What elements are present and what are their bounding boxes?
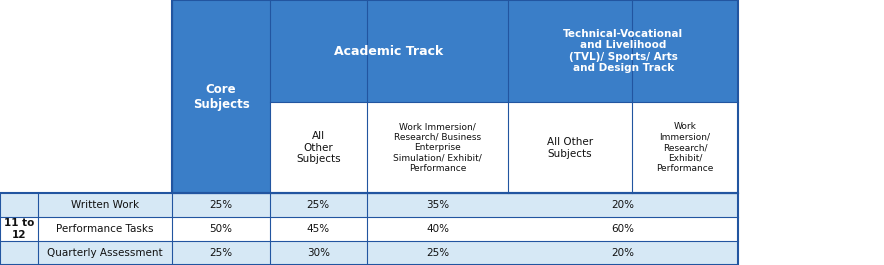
Text: 45%: 45% bbox=[307, 224, 330, 234]
Bar bbox=[172, 102, 270, 193]
Bar bbox=[0, 217, 738, 241]
Text: 25%: 25% bbox=[426, 248, 449, 258]
Text: 30%: 30% bbox=[307, 248, 330, 258]
Bar bbox=[172, 0, 738, 193]
Text: Quarterly Assessment: Quarterly Assessment bbox=[48, 248, 163, 258]
Text: 60%: 60% bbox=[612, 224, 635, 234]
Text: 35%: 35% bbox=[426, 200, 449, 210]
Text: All Other
Subjects: All Other Subjects bbox=[547, 137, 593, 158]
Bar bbox=[172, 0, 738, 102]
Text: 25%: 25% bbox=[307, 200, 330, 210]
Text: Core
Subjects: Core Subjects bbox=[193, 83, 249, 111]
Bar bbox=[0, 193, 738, 265]
Bar bbox=[0, 241, 738, 265]
Text: Performance Tasks: Performance Tasks bbox=[57, 224, 154, 234]
Text: Technical-Vocational
and Livelihood
(TVL)/ Sports/ Arts
and Design Track: Technical-Vocational and Livelihood (TVL… bbox=[563, 29, 683, 73]
Text: Work
Immersion/
Research/
Exhibit/
Performance: Work Immersion/ Research/ Exhibit/ Perfo… bbox=[657, 122, 713, 173]
Text: All
Other
Subjects: All Other Subjects bbox=[296, 131, 340, 164]
Bar bbox=[0, 193, 738, 217]
Text: 25%: 25% bbox=[210, 248, 232, 258]
Text: Work Immersion/
Research/ Business
Enterprise
Simulation/ Exhibit/
Performance: Work Immersion/ Research/ Business Enter… bbox=[393, 122, 482, 173]
Bar bbox=[270, 102, 738, 193]
Text: 50%: 50% bbox=[210, 224, 232, 234]
Text: Academic Track: Academic Track bbox=[334, 45, 444, 58]
Text: 11 to
12: 11 to 12 bbox=[4, 218, 34, 240]
Text: 20%: 20% bbox=[612, 248, 635, 258]
Text: Written Work: Written Work bbox=[71, 200, 140, 210]
Text: 25%: 25% bbox=[210, 200, 232, 210]
Text: 20%: 20% bbox=[612, 200, 635, 210]
Text: 40%: 40% bbox=[426, 224, 449, 234]
